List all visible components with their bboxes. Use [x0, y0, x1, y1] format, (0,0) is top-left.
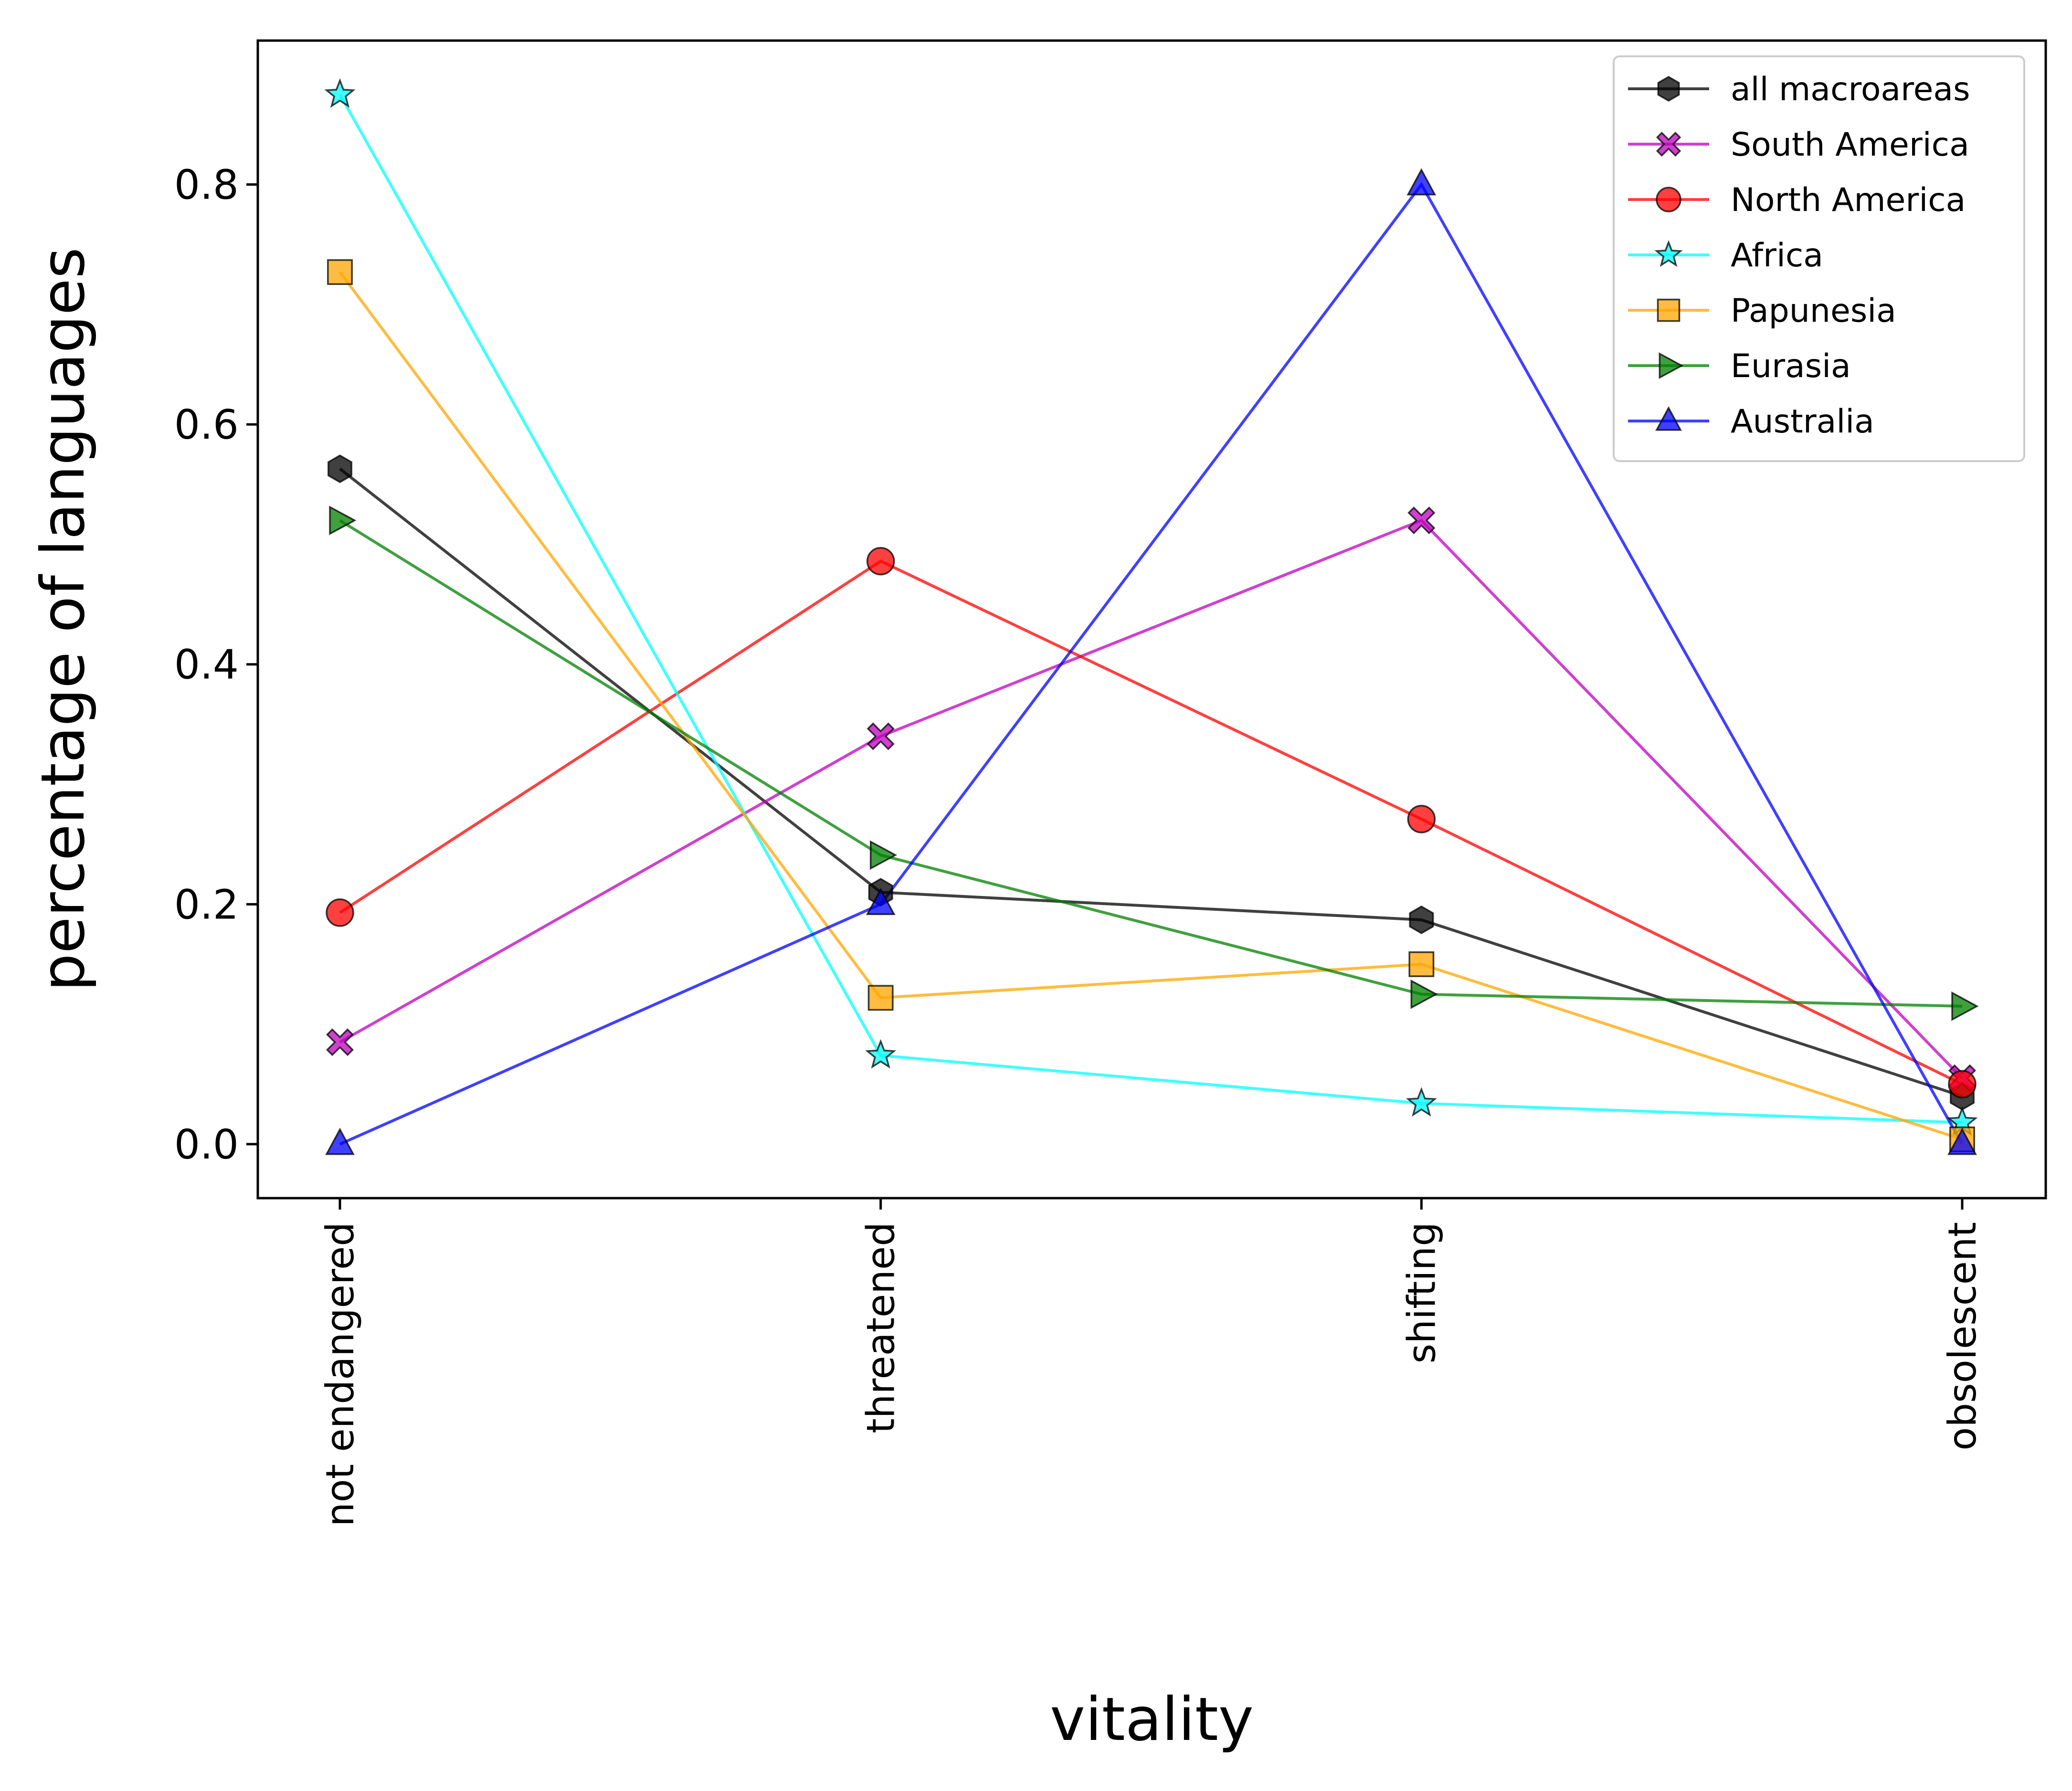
data-point-north-america — [1948, 1070, 1977, 1099]
legend-label-papunesia: Papunesia — [1731, 292, 1896, 330]
y-axis-label: percentage of languages — [29, 247, 98, 991]
data-point-papunesia — [867, 985, 894, 1011]
data-point-papunesia — [327, 259, 353, 285]
x-tick-label: threatened — [859, 1222, 903, 1433]
y-tick-label: 0.2 — [174, 881, 239, 928]
data-point-north-america — [326, 898, 354, 927]
series-line-south-america — [339, 518, 1964, 1079]
data-point-australia — [866, 887, 896, 916]
data-point-all-macroareas — [328, 454, 352, 484]
y-tick-label: 0.6 — [174, 401, 239, 449]
data-point-north-america — [1407, 805, 1436, 833]
legend-label-south-america: South America — [1731, 126, 1969, 164]
data-point-africa — [1406, 1087, 1437, 1117]
legend-marker-eurasia — [1659, 352, 1684, 379]
data-point-australia — [1406, 168, 1437, 196]
legend-label-eurasia: Eurasia — [1731, 348, 1851, 385]
legend-label-north-america: North America — [1731, 181, 1966, 219]
x-axis-label: vitality — [1050, 1685, 1254, 1754]
data-point-south-america — [326, 1028, 354, 1056]
legend-marker-all-macroareas — [1657, 75, 1680, 102]
data-point-eurasia — [869, 840, 898, 870]
x-tick-label: not endangered — [318, 1222, 362, 1527]
series-line-all-macroareas — [339, 467, 1963, 1098]
data-point-eurasia — [1410, 979, 1438, 1009]
data-point-papunesia — [1408, 951, 1435, 977]
series-markers — [324, 78, 1979, 1155]
legend-marker-papunesia — [1657, 298, 1681, 322]
x-axis: not endangered threatened shifting obsolesc… — [318, 1198, 1985, 1527]
legend-box — [1613, 55, 2025, 462]
y-tick-label: 0.4 — [174, 642, 239, 689]
data-point-eurasia — [329, 506, 357, 536]
x-tick-label: obsolescent — [1940, 1222, 1985, 1451]
legend-marker-north-america — [1656, 187, 1681, 212]
legend-label-australia: Australia — [1731, 403, 1874, 441]
data-point-all-macroareas — [1409, 905, 1434, 935]
y-axis: 0.0 0.2 0.4 0.6 0.8 — [174, 162, 258, 1169]
data-point-australia — [325, 1127, 355, 1155]
series-line-papunesia — [338, 271, 1963, 1141]
data-point-africa — [865, 1039, 897, 1069]
legend-marker-africa — [1654, 240, 1683, 267]
y-tick-label: 0.8 — [174, 162, 239, 209]
series-line-australia — [339, 182, 1964, 1146]
data-point-eurasia — [1951, 991, 1979, 1021]
data-point-africa — [324, 78, 356, 108]
legend-label-all-macroareas: all macroareas — [1731, 71, 1970, 108]
legend-marker-south-america — [1656, 131, 1681, 157]
data-point-australia — [1947, 1127, 1977, 1155]
y-tick-label: 0.0 — [174, 1121, 239, 1169]
legend-marker-australia — [1655, 406, 1682, 431]
series-line-north-america — [339, 559, 1963, 1085]
x-tick-label: shifting — [1399, 1222, 1444, 1363]
data-point-south-america — [1407, 506, 1436, 535]
data-point-south-america — [867, 722, 895, 750]
data-point-north-america — [866, 547, 895, 576]
legend: all macroareas South America North America… — [1613, 55, 2025, 462]
plot-frame — [256, 39, 2047, 1200]
series-line-africa — [338, 94, 1963, 1124]
series-line-eurasia — [339, 519, 1963, 1008]
legend-label-africa: Africa — [1731, 237, 1823, 274]
series-lines — [338, 94, 1964, 1146]
